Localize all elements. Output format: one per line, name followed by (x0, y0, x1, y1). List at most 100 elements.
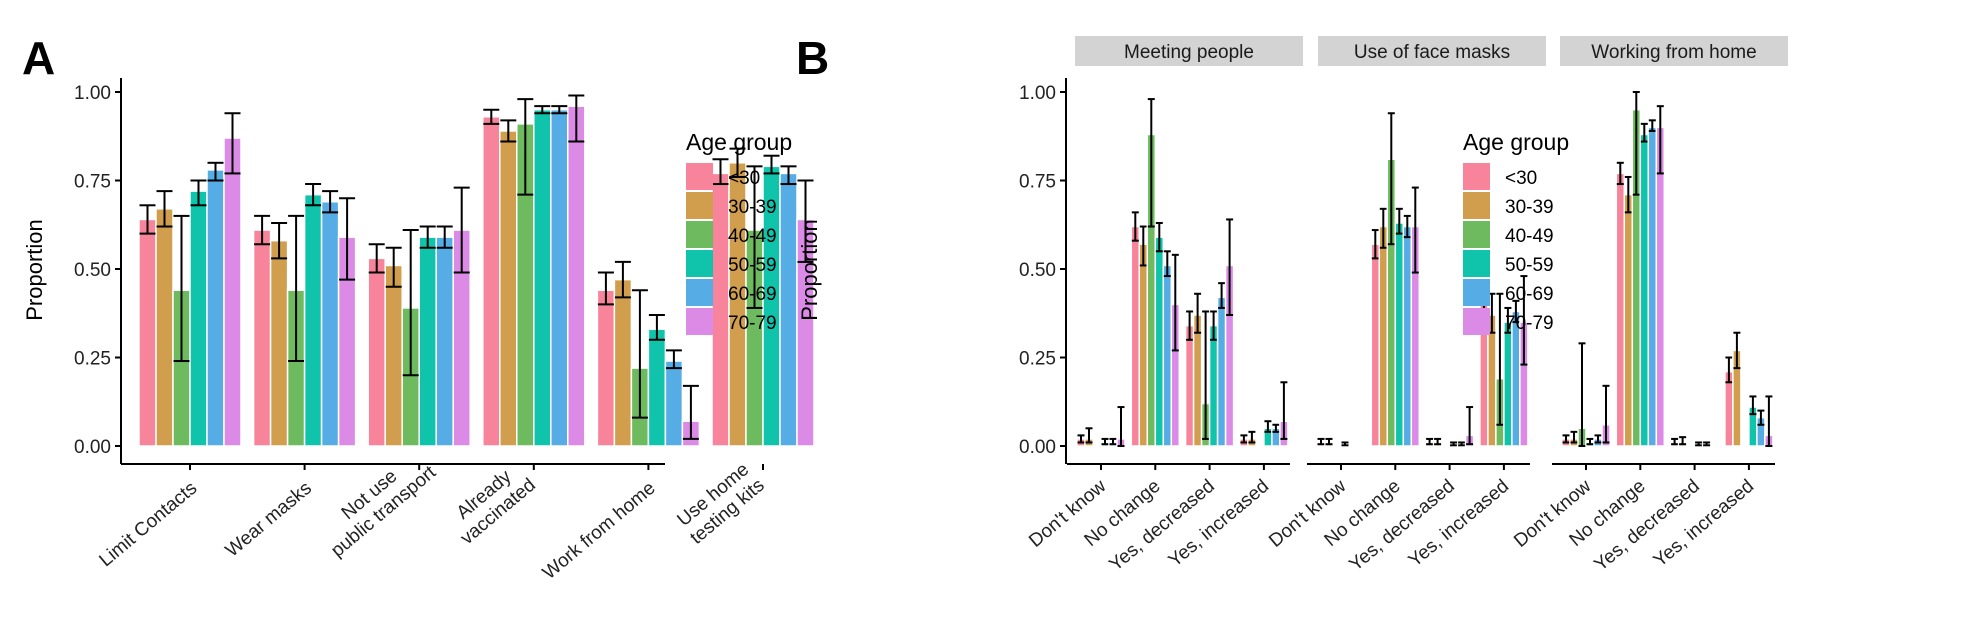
y-tick-label: 0.75 (1019, 172, 1056, 193)
error-bar-30-39 (1085, 427, 1093, 444)
error-bar-60-69 (1757, 409, 1765, 426)
legend-label-70-79: 70-79 (1505, 313, 1554, 334)
error-bar-50-59 (648, 314, 665, 341)
bar-lt30 (252, 229, 272, 447)
bar-60-69 (435, 236, 454, 447)
error-bar-30-39 (1248, 430, 1256, 444)
bar-70-79 (1655, 126, 1666, 447)
error-bar-50-59 (1264, 420, 1272, 433)
error-bar-60-69 (1703, 441, 1711, 447)
error-bar-60-69 (1109, 437, 1117, 446)
bar-group-use-home-testing-kits (711, 162, 815, 447)
facet-strip-label: Use of face masks (1354, 42, 1510, 63)
x-tick-label: Wear masks (222, 478, 316, 562)
bar-70-79 (223, 137, 242, 447)
x-tick-label-line: Limit Contacts (96, 478, 202, 571)
y-tick-label: 0.25 (1019, 349, 1056, 370)
bar-lt30 (482, 116, 501, 447)
panel-a-error-bars (139, 94, 814, 440)
error-bar-30-39 (1379, 207, 1387, 249)
legend-swatch-50-59 (686, 250, 713, 277)
y-tick-label: 0.50 (74, 260, 111, 281)
panel-a-legend: Age group <30 30-39 40-49 50-59 60-69 70-79 (686, 129, 792, 335)
error-bar-70-79 (1656, 105, 1664, 175)
legend-swatch-70-79 (686, 308, 713, 335)
error-bar-lt30 (368, 243, 385, 274)
x-tick-label: Work from home (539, 478, 660, 584)
error-bar-70-79 (1226, 218, 1234, 317)
bar-30-39 (1378, 225, 1389, 447)
error-bar-70-79 (453, 186, 470, 274)
legend-label-50-59: 50-59 (1505, 255, 1554, 276)
error-bar-lt30 (1562, 434, 1570, 444)
error-bar-50-59 (1504, 306, 1512, 334)
y-tick-label: 0.50 (1019, 260, 1056, 281)
error-bar-40-49 (746, 165, 763, 309)
panel-a: A Proportion 0.00 0.25 0.50 0.75 1.00 Limit … (22, 32, 815, 584)
error-bar-60-69 (1272, 423, 1280, 433)
bar-group-don-t-know (1076, 406, 1126, 447)
panel-a-y-ticks: 0.00 0.25 0.50 0.75 1.00 (74, 83, 121, 458)
bar-lt30 (138, 218, 157, 447)
error-bar-60-69 (322, 190, 339, 214)
error-bar-40-49 (402, 229, 419, 377)
error-bar-50-59 (1586, 437, 1594, 446)
bar-group-don-t-know (1561, 342, 1611, 447)
error-bar-70-79 (682, 384, 699, 440)
error-bar-50-59 (534, 105, 551, 115)
error-bar-lt30 (1426, 437, 1434, 446)
error-bar-60-69 (1403, 214, 1411, 239)
error-bar-60-69 (207, 161, 224, 182)
facet-strip (1560, 36, 1788, 66)
error-bar-lt30 (1616, 161, 1624, 186)
bar-60-69 (206, 169, 225, 447)
panel-b-legend-title: Age group (1463, 129, 1569, 155)
legend-label-lt30: <30 (728, 168, 760, 189)
error-bar-lt30 (1725, 356, 1733, 384)
error-bar-30-39 (156, 190, 173, 228)
error-bar-50-59 (1101, 437, 1109, 446)
bar-30-39 (384, 264, 403, 447)
error-bar-70-79 (339, 197, 356, 281)
bar-60-69 (1402, 225, 1413, 447)
bar-60-69 (320, 200, 340, 447)
y-tick-label: 0.00 (1019, 437, 1056, 458)
bar-lt30 (1370, 243, 1381, 447)
error-bar-30-39 (1194, 292, 1202, 334)
legend-swatch-lt30 (686, 163, 713, 190)
error-bar-lt30 (1077, 434, 1085, 444)
error-bar-lt30 (1371, 229, 1379, 260)
error-bar-40-49 (1147, 98, 1155, 228)
y-tick-label: 0.00 (74, 437, 111, 458)
error-bar-lt30 (597, 271, 614, 306)
error-bar-50-59 (419, 225, 436, 249)
x-tick-label: Yes, increased (1165, 476, 1273, 572)
error-bar-40-49 (288, 214, 305, 363)
error-bar-30-39 (1570, 430, 1578, 444)
panel-b: B Proportion 0.00 0.25 0.50 0.75 1.00 Meetin… (796, 32, 1788, 576)
error-bar-50-59 (190, 179, 207, 207)
bar-group-yes-increased (1724, 331, 1774, 447)
error-bar-30-39 (1679, 436, 1687, 446)
error-bar-60-69 (1458, 441, 1466, 447)
bar-30-39 (155, 208, 174, 447)
error-bar-70-79 (1765, 395, 1773, 447)
bar-group-limit-contacts (138, 137, 242, 447)
error-bar-30-39 (1733, 331, 1741, 370)
bar-group-yes-increased (1239, 381, 1289, 447)
bar-group-wear-masks (252, 193, 357, 447)
y-tick-label: 0.25 (74, 349, 111, 370)
bar-group-already-vaccinated (482, 105, 586, 447)
error-bar-lt30 (139, 204, 156, 235)
bar-60-69 (1216, 296, 1227, 447)
legend-swatch-40-49 (686, 221, 713, 248)
bar-group-yes-decreased (1669, 436, 1712, 447)
error-bar-lt30 (1671, 437, 1679, 446)
error-bar-lt30 (1240, 434, 1248, 444)
x-tick-label-line: Work from home (539, 478, 660, 584)
panel-a-letter: A (22, 32, 55, 84)
facet-strip (1075, 36, 1303, 66)
panel-a-x-ticks: Limit Contacts Wear masks Not usepublic tr… (96, 459, 769, 584)
x-tick-label: Yes, increased (1650, 476, 1758, 572)
